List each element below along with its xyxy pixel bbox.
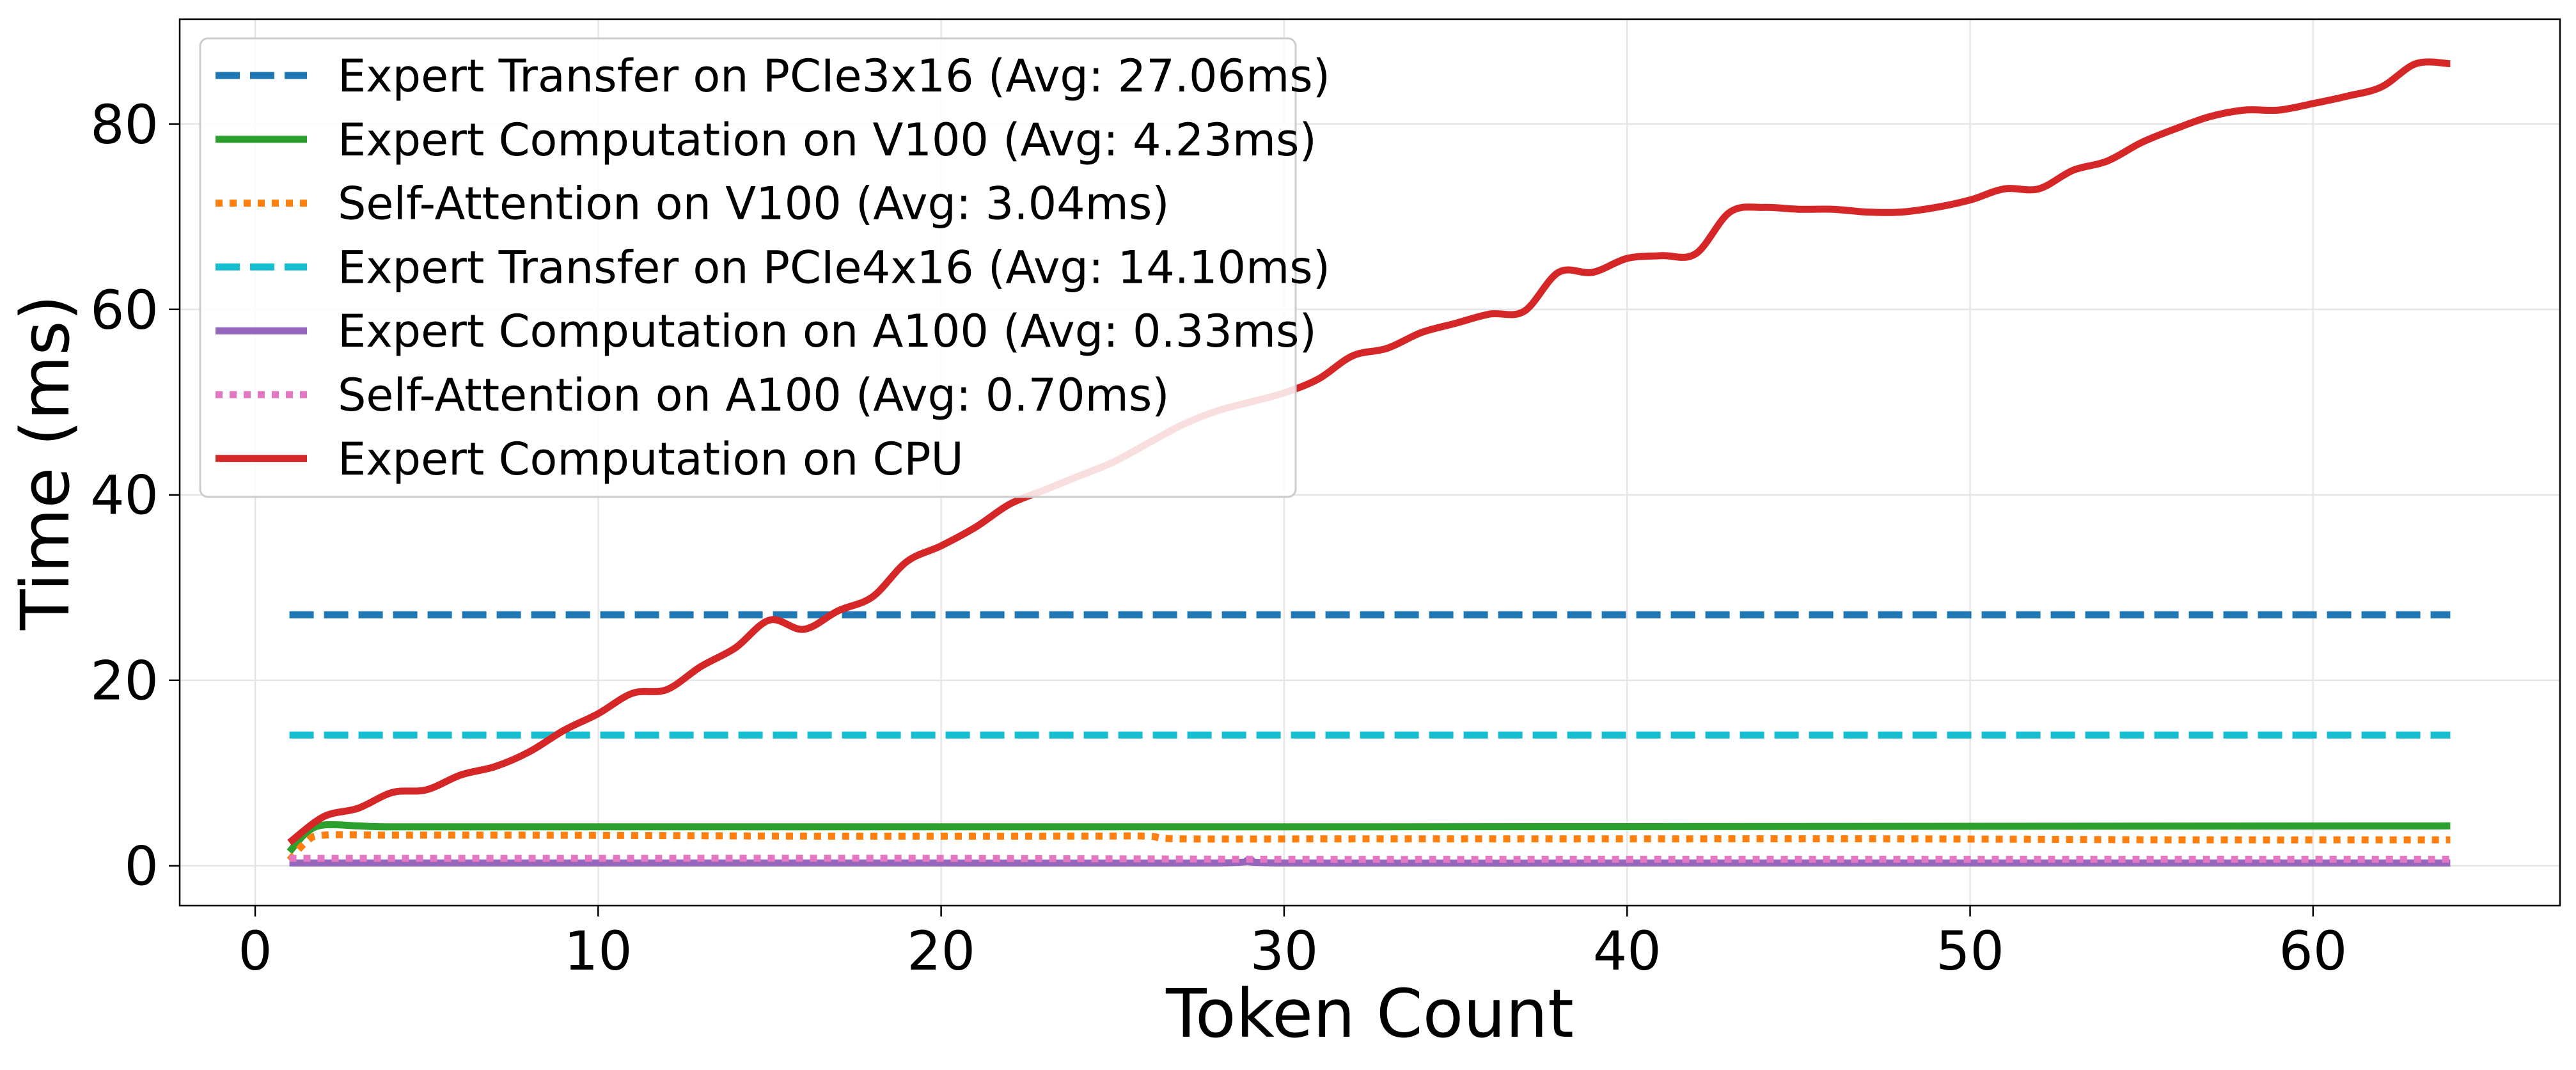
- legend-label-7: Expert Computation on CPU: [338, 433, 964, 485]
- x-tick-label: 60: [2279, 920, 2347, 982]
- plot-frame: [178, 18, 2561, 907]
- series-line-2: [287, 821, 2451, 854]
- y-tick-label: 40: [90, 464, 159, 527]
- legend-label-1: Expert Transfer on PCIe3x16 (Avg: 27.06m…: [338, 50, 1330, 102]
- legend-label-2: Expert Computation on V100 (Avg: 4.23ms): [338, 114, 1317, 166]
- legend: Expert Transfer on PCIe3x16 (Avg: 27.06m…: [199, 37, 1330, 498]
- series-line-3: [287, 831, 2451, 863]
- x-tick-label: 20: [907, 920, 975, 982]
- y-tick-label: 60: [90, 279, 159, 342]
- y-tick-label: 20: [90, 650, 159, 712]
- series-line-7: [287, 58, 2451, 846]
- legend-label-4: Expert Transfer on PCIe4x16 (Avg: 14.10m…: [338, 241, 1330, 294]
- legend-label-5: Expert Computation on A100 (Avg: 0.33ms): [338, 305, 1317, 358]
- legend-label-6: Self-Attention on A100 (Avg: 0.70ms): [338, 369, 1170, 421]
- x-tick-label: 0: [238, 920, 272, 982]
- x-tick-label: 50: [1936, 920, 2004, 982]
- y-tick-label: 0: [125, 835, 159, 898]
- y-axis-label: Time (ms): [6, 295, 84, 631]
- series-line-6: [289, 854, 2451, 863]
- legend-box: [199, 37, 1297, 498]
- axis-ticks: 0 10 20 30 40 50 60 0 20 40 60 80: [90, 93, 2347, 982]
- legend-label-3: Self-Attention on V100 (Avg: 3.04ms): [338, 178, 1170, 230]
- x-tick-label: 40: [1593, 920, 1661, 982]
- plot-series: [287, 58, 2451, 867]
- x-tick-label: 10: [564, 920, 632, 982]
- x-tick-label: 30: [1250, 920, 1318, 982]
- x-axis-label: Token Count: [1165, 975, 1574, 1053]
- y-tick-label: 80: [90, 93, 159, 156]
